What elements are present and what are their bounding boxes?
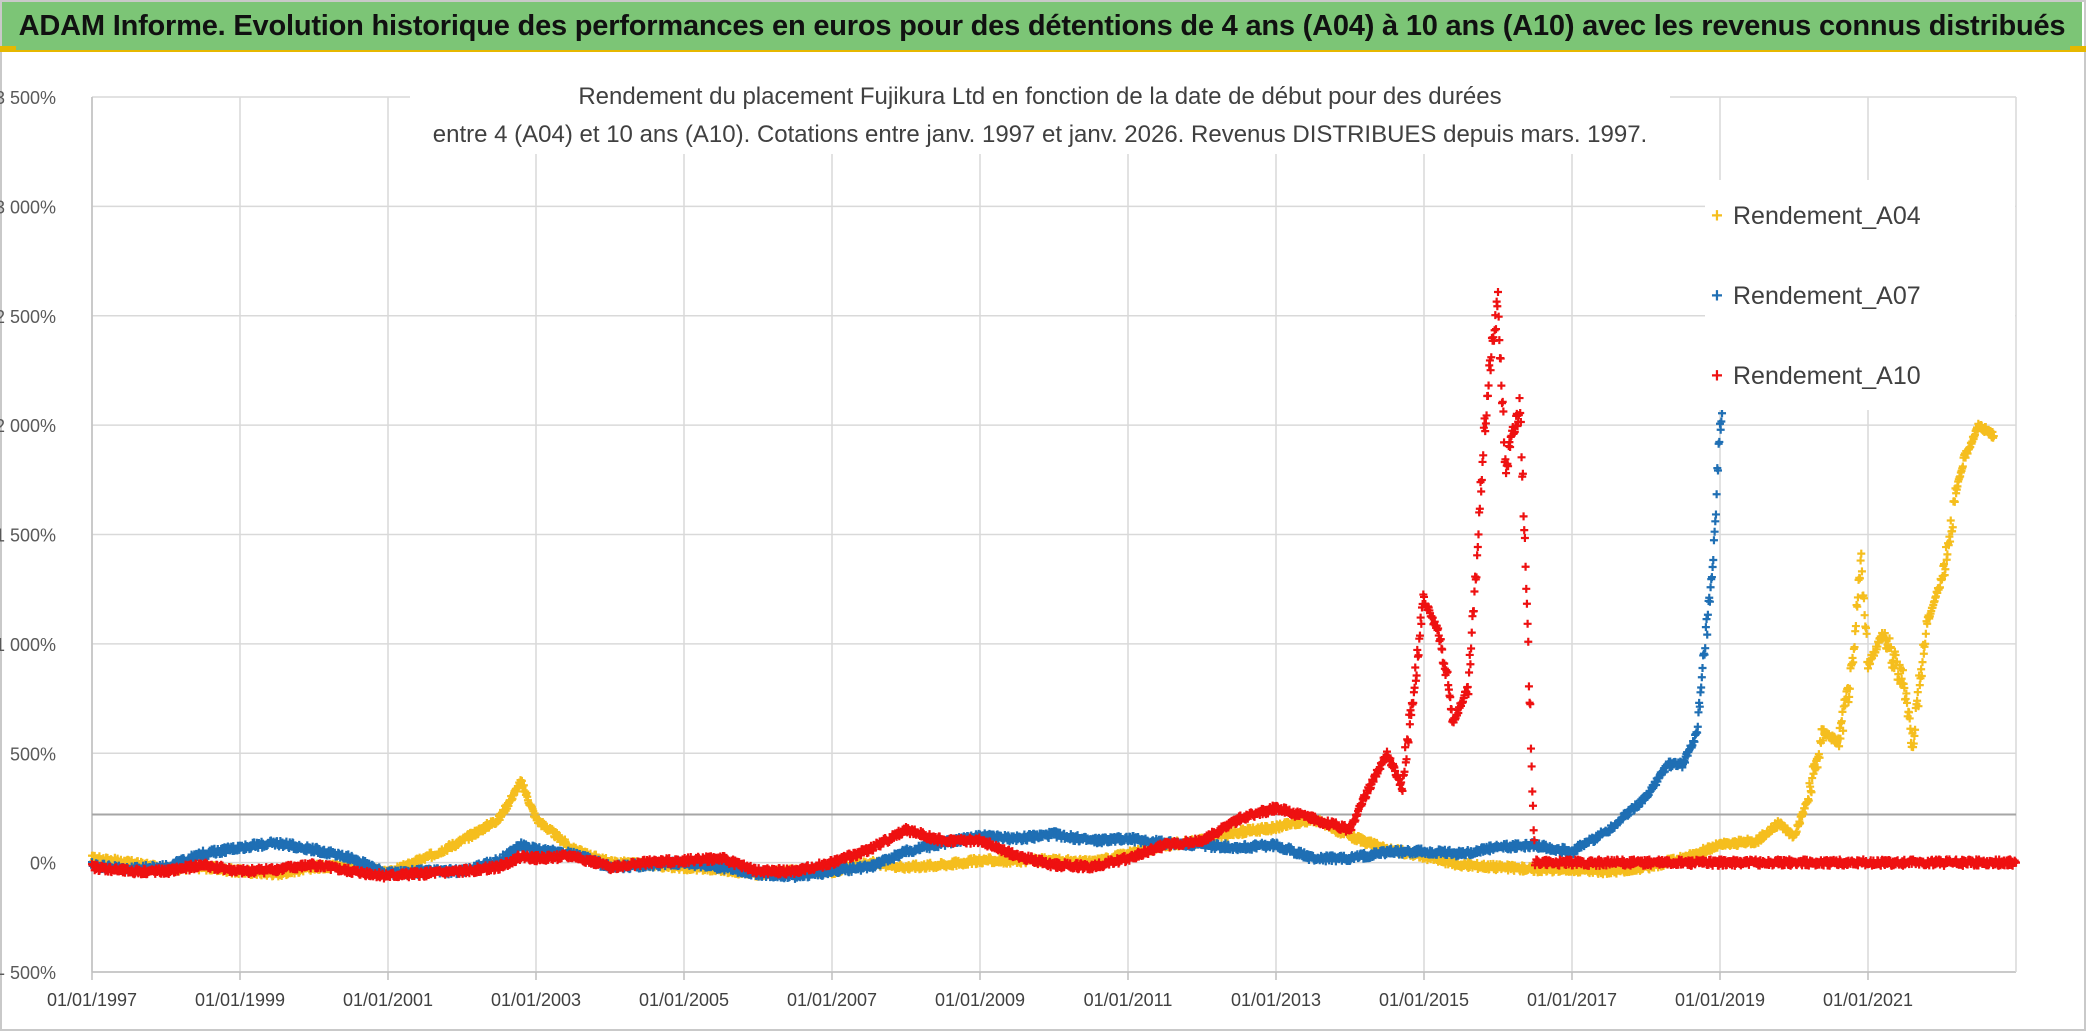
data-point <box>1943 550 1952 559</box>
data-point <box>1921 639 1930 648</box>
data-point <box>1913 688 1922 697</box>
data-point <box>1946 516 1955 525</box>
data-point <box>1835 742 1844 751</box>
y-tick-label: 1 000% <box>0 635 56 655</box>
data-point <box>1804 796 1813 805</box>
data-point <box>1845 692 1854 701</box>
x-tick-label: 01/01/2011 <box>1084 990 1173 1010</box>
data-point <box>1914 702 1923 711</box>
data-point <box>1859 594 1868 603</box>
y-tick-label: 2 000% <box>0 416 56 436</box>
data-point <box>1850 643 1859 652</box>
data-point <box>1909 739 1918 748</box>
x-tick-label: 01/01/2001 <box>343 990 433 1010</box>
data-point <box>1946 537 1955 546</box>
data-point <box>1855 574 1864 583</box>
data-point <box>1913 696 1922 705</box>
data-point <box>1857 549 1866 558</box>
data-point <box>1940 560 1949 569</box>
data-point <box>1915 681 1924 690</box>
data-point <box>1891 651 1900 660</box>
data-point <box>1881 635 1890 644</box>
data-point <box>1950 497 1959 506</box>
data-point <box>1809 769 1818 778</box>
data-point <box>1808 774 1817 783</box>
x-tick-label: 01/01/1999 <box>195 990 285 1010</box>
data-point <box>1895 660 1904 669</box>
y-tick-label: 3 000% <box>0 197 56 217</box>
data-point <box>1935 583 1944 592</box>
series-Rendement_A04 <box>88 419 1998 881</box>
data-point <box>1958 462 1967 471</box>
data-point <box>1838 707 1847 716</box>
data-point <box>1898 666 1907 675</box>
data-point <box>1836 734 1845 743</box>
data-point <box>1845 684 1854 693</box>
data-point <box>1917 671 1926 680</box>
data-point <box>1815 753 1824 762</box>
data-point <box>1885 634 1894 643</box>
data-point <box>1921 629 1930 638</box>
y-tick-label: 500% <box>10 744 56 764</box>
data-point <box>1813 763 1822 772</box>
x-tick-label: 01/01/2013 <box>1231 990 1321 1010</box>
data-point <box>1900 683 1909 692</box>
y-tick-label: 3 500% <box>0 88 56 108</box>
data-point <box>1902 689 1911 698</box>
data-point <box>1911 725 1920 734</box>
data-point <box>1849 658 1858 667</box>
data-point <box>1857 567 1866 576</box>
x-tick-label: 01/01/2017 <box>1527 990 1617 1010</box>
page-banner: ADAM Informe. Evolution historique des p… <box>2 2 2082 52</box>
y-tick-label: 2 500% <box>0 307 56 327</box>
x-tick-label: 01/01/1997 <box>47 990 137 1010</box>
data-point <box>1796 819 1805 828</box>
data-point <box>1856 556 1865 565</box>
data-point <box>1989 432 1998 441</box>
data-point <box>1851 622 1860 631</box>
data-point <box>1886 643 1895 652</box>
data-point <box>1860 611 1869 620</box>
x-tick-label: 01/01/2019 <box>1675 990 1765 1010</box>
x-tick-label: 01/01/2005 <box>639 990 729 1010</box>
banner-accent-right <box>2070 46 2086 52</box>
data-point <box>1839 726 1848 735</box>
data-point <box>1905 714 1914 723</box>
x-tick-label: 01/01/2007 <box>787 990 877 1010</box>
x-tick-label: 01/01/2021 <box>1823 990 1913 1010</box>
data-point <box>1941 565 1950 574</box>
y-tick-label: - 500% <box>0 963 56 983</box>
x-tick-label: 01/01/2003 <box>491 990 581 1010</box>
data-point <box>1818 736 1827 745</box>
y-tick-label: 1 500% <box>0 526 56 546</box>
data-point <box>1862 629 1871 638</box>
data-point <box>1807 788 1816 797</box>
data-point <box>1948 523 1957 532</box>
data-point <box>1903 698 1912 707</box>
x-tick-label: 01/01/2015 <box>1379 990 1469 1010</box>
y-tick-label: 0% <box>30 854 56 874</box>
data-point <box>1919 649 1928 658</box>
data-point <box>1880 629 1889 638</box>
data-point <box>1837 717 1846 726</box>
x-tick-label: 01/01/2009 <box>935 990 1025 1010</box>
data-point <box>1918 658 1927 667</box>
data-point <box>1853 602 1862 611</box>
data-point <box>1917 665 1926 674</box>
banner-accent-left <box>0 46 16 52</box>
